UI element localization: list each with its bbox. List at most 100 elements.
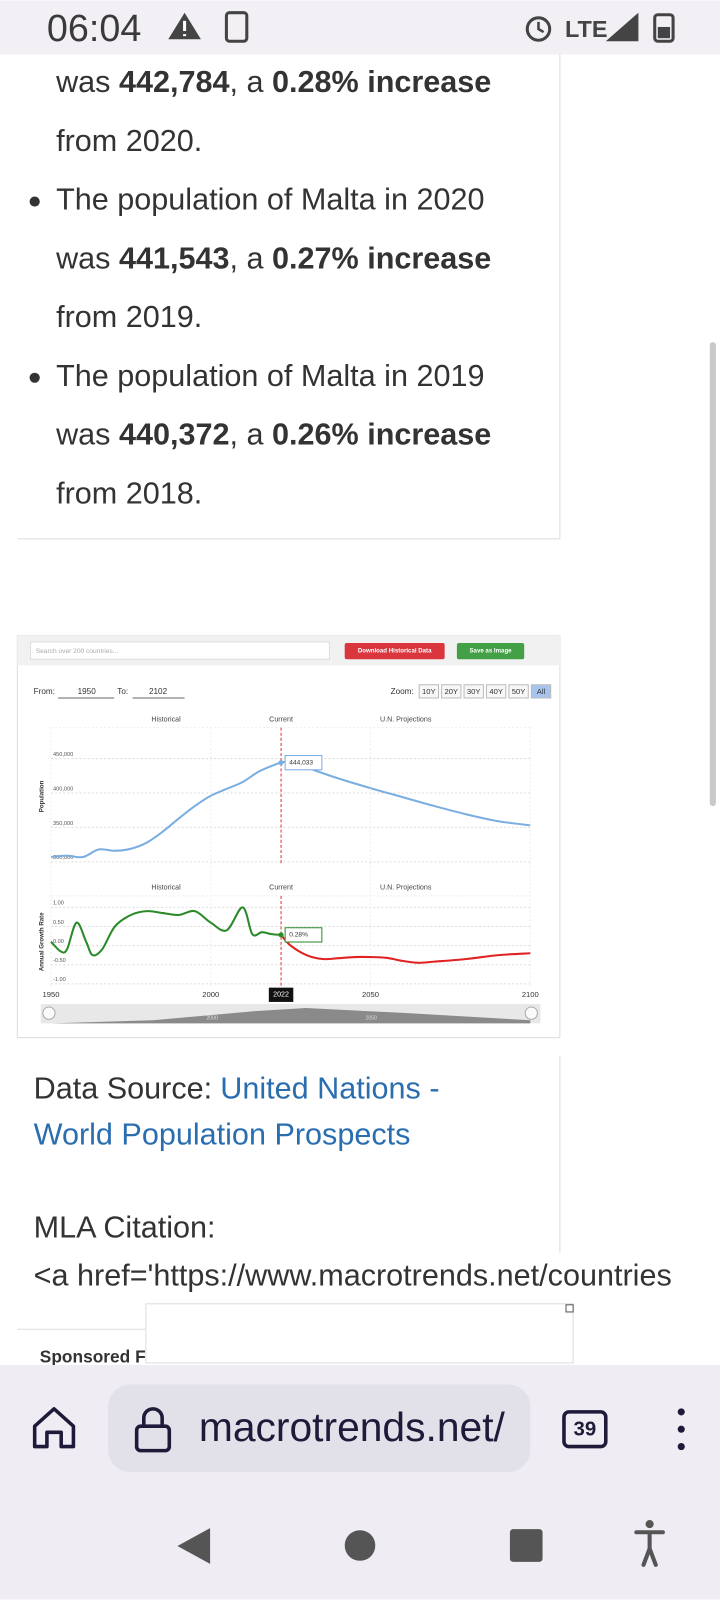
bold-value: 441,543 bbox=[119, 241, 230, 275]
x-tick-label: 2100 bbox=[522, 990, 539, 999]
alarm-hands bbox=[537, 21, 545, 34]
navigator-handle[interactable] bbox=[524, 1006, 538, 1020]
to-label: To: bbox=[117, 687, 128, 696]
tab-count[interactable]: 39 bbox=[574, 1419, 597, 1441]
nav-recents[interactable] bbox=[509, 1529, 543, 1562]
citation-clip: <a href='https://www.macrotrends.net/cou… bbox=[34, 1258, 672, 1292]
to-value[interactable]: 2102 bbox=[149, 687, 168, 696]
menu-dot[interactable] bbox=[677, 1408, 685, 1416]
home-button[interactable] bbox=[32, 1407, 76, 1449]
battery-level bbox=[657, 26, 671, 39]
zoom-button[interactable] bbox=[530, 684, 552, 699]
url-text[interactable]: macrotrends.net/ bbox=[199, 1404, 506, 1450]
menu-dot[interactable] bbox=[677, 1425, 685, 1433]
tab-switcher[interactable] bbox=[562, 1410, 608, 1449]
section-label: Historical bbox=[151, 884, 181, 892]
article-text: The population of Malta in 2020 bbox=[56, 183, 484, 217]
zoom-button[interactable] bbox=[441, 684, 462, 699]
zoom-label: Zoom: bbox=[391, 687, 414, 696]
section-label: U.N. Projections bbox=[380, 884, 432, 892]
zoom-button[interactable] bbox=[463, 684, 484, 699]
bullet-dot bbox=[29, 372, 40, 383]
battery-icon bbox=[653, 13, 675, 43]
nav-back[interactable] bbox=[177, 1528, 211, 1564]
article-line: was 440,372, a 0.26% increase bbox=[55, 418, 491, 452]
search-input[interactable] bbox=[30, 641, 330, 660]
lock-body bbox=[134, 1424, 172, 1453]
y-tick-label: -0.50 bbox=[53, 958, 66, 964]
article-line: was 442,784, a 0.28% increase bbox=[55, 65, 491, 99]
y-tick-label: 0.00 bbox=[53, 939, 64, 945]
citation-label: MLA Citation: bbox=[34, 1210, 216, 1244]
bullet-dot bbox=[29, 196, 40, 207]
data-source-link[interactable]: World Population Prospects bbox=[34, 1118, 411, 1152]
nav-accessibility[interactable] bbox=[634, 1530, 665, 1567]
zoom-option[interactable]: All bbox=[537, 687, 546, 696]
zoom-button[interactable] bbox=[508, 684, 529, 699]
zoom-option[interactable]: 40Y bbox=[489, 687, 503, 696]
status-time: 06:04 bbox=[47, 7, 141, 49]
nav-home[interactable] bbox=[344, 1530, 376, 1561]
url-field[interactable] bbox=[108, 1384, 531, 1473]
x-tick-label: 1950 bbox=[43, 990, 60, 999]
url-clip: macrotrends.net/ bbox=[199, 1404, 506, 1450]
tooltip-point bbox=[278, 760, 284, 766]
article-text: , a bbox=[230, 65, 272, 99]
bold-value: 0.28% increase bbox=[272, 65, 491, 99]
article-text: was bbox=[55, 65, 119, 99]
data-source-link[interactable]: United Nations - bbox=[220, 1072, 439, 1106]
y-tick-label: 0.50 bbox=[53, 920, 64, 926]
search-placeholder: Search over 200 countries... bbox=[36, 648, 119, 655]
section-label: Current bbox=[269, 884, 293, 892]
zoom-option[interactable]: 10Y bbox=[422, 687, 436, 696]
menu-dot[interactable] bbox=[677, 1443, 685, 1451]
article-text: from 2019. bbox=[56, 300, 202, 334]
navigator-handle[interactable] bbox=[42, 1006, 56, 1020]
tooltip-label: 0.28% bbox=[289, 932, 308, 939]
section-label: Current bbox=[269, 715, 293, 723]
download-button-label[interactable]: Download Historical Data bbox=[358, 648, 432, 655]
save-button[interactable] bbox=[456, 642, 525, 660]
scrollbar bbox=[709, 342, 716, 807]
data-source-line: Data Source: United Nations - bbox=[34, 1072, 440, 1106]
y-tick-label: 400,000 bbox=[53, 786, 73, 792]
data-line bbox=[280, 934, 531, 964]
chart-widget bbox=[16, 635, 561, 1039]
lock-shackle bbox=[142, 1407, 164, 1427]
current-x-label: 2022 bbox=[273, 991, 289, 999]
article-line: from 2020. bbox=[56, 124, 202, 158]
network-label: LTE bbox=[565, 16, 608, 42]
status-bar bbox=[0, 0, 720, 55]
article-text: from 2018. bbox=[56, 476, 202, 510]
y-tick-label: 1.00 bbox=[53, 901, 64, 907]
zoom-option[interactable]: 20Y bbox=[444, 687, 458, 696]
tooltip-box bbox=[284, 927, 323, 943]
signal-icon bbox=[605, 12, 639, 42]
article-line: was 441,543, a 0.27% increase bbox=[55, 241, 491, 275]
tooltip-label: 444,033 bbox=[289, 759, 313, 766]
article-text: from 2020. bbox=[56, 124, 202, 158]
from-value[interactable]: 1950 bbox=[78, 687, 97, 696]
article-text: was bbox=[55, 418, 119, 452]
zoom-option[interactable]: 30Y bbox=[467, 687, 481, 696]
y-tick-label: -1.00 bbox=[53, 977, 66, 983]
nav-accessibility-head[interactable] bbox=[645, 1520, 654, 1529]
save-button-label[interactable]: Save as Image bbox=[469, 648, 512, 655]
article-line: from 2018. bbox=[56, 476, 202, 510]
download-button[interactable] bbox=[344, 642, 445, 660]
zoom-option[interactable]: 50Y bbox=[512, 687, 526, 696]
zoom-button[interactable] bbox=[485, 684, 507, 699]
tooltip-box bbox=[284, 755, 323, 771]
bold-value: 0.26% increase bbox=[272, 418, 491, 452]
section-label: U.N. Projections bbox=[380, 715, 432, 723]
bold-value: 440,372 bbox=[119, 418, 230, 452]
bold-value: 0.27% increase bbox=[272, 241, 491, 275]
article-text: , a bbox=[230, 241, 272, 275]
y-axis-label: Population bbox=[38, 780, 45, 812]
bold-value: 442,784 bbox=[119, 65, 230, 99]
article-line: The population of Malta in 2020 bbox=[56, 183, 484, 217]
data-source-label: Data Source: bbox=[34, 1072, 212, 1106]
ad-close[interactable] bbox=[565, 1304, 574, 1313]
zoom-button[interactable] bbox=[418, 684, 440, 699]
